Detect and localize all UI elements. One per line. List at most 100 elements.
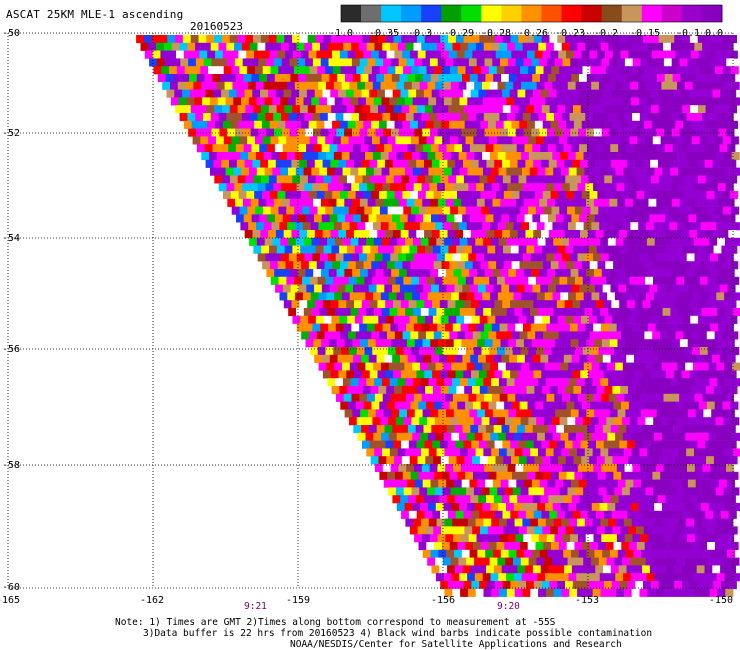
swath-pixel [339,105,348,114]
swath-pixel [647,253,656,262]
swath-pixel [490,292,499,301]
swath-pixel [556,565,565,574]
swath-pixel [732,362,740,371]
swath-pixel [655,42,664,51]
swath-pixel [576,573,585,582]
swath-pixel [582,471,591,480]
swath-pixel [559,136,568,145]
swath-pixel [693,167,702,176]
swath-pixel [566,191,575,200]
swath-pixel [398,393,407,402]
swath-pixel [590,417,599,426]
swath-pixel [273,42,282,51]
swath-pixel [555,409,564,418]
swath-pixel [452,253,461,262]
swath-pixel [643,35,652,44]
swath-pixel [613,261,622,270]
swath-pixel [445,323,454,332]
swath-pixel [594,549,603,558]
swath-pixel [405,167,414,176]
swath-pixel [587,284,596,293]
swath-pixel [619,370,628,379]
swath-pixel [606,347,615,356]
swath-pixel [684,417,693,426]
swath-pixel [417,50,426,59]
swath-pixel [539,128,548,137]
swath-pixel [674,581,683,590]
swath-pixel [611,370,620,379]
swath-pixel [678,518,687,527]
swath-pixel [643,315,652,324]
swath-pixel [306,284,315,293]
swath-pixel [239,206,248,215]
swath-pixel [650,89,659,98]
swath-pixel [554,183,563,192]
swath-pixel [619,105,628,114]
swath-pixel [592,588,601,597]
swath-pixel [630,503,639,512]
swath-pixel [273,183,282,192]
swath-pixel [636,471,645,480]
swath-pixel [426,401,435,410]
swath-pixel [284,35,293,44]
axis-ticks: -165 -162 -159 -156 -153 -150 -50 -52 -5… [0,28,733,606]
swath-pixel [463,370,472,379]
swath-pixel [580,230,589,239]
swath-pixel [216,136,225,145]
swath-pixel [409,245,418,254]
swath-pixel [709,518,718,527]
swath-pixel [712,159,721,168]
swath-pixel [620,386,629,395]
swath-pixel [374,448,383,457]
swath-pixel [551,471,560,480]
swath-pixel [604,315,613,324]
swath-pixel [630,152,639,161]
swath-pixel [636,120,645,129]
swath-pixel [620,315,629,324]
swath-pixel [453,269,462,278]
swath-pixel [422,58,431,67]
swath-pixel [446,425,455,434]
swath-pixel [416,35,425,44]
swath-pixel [367,198,376,207]
swath-pixel [720,159,729,168]
swath-pixel [404,432,413,441]
swath-pixel [398,198,407,207]
swath-pixel [634,425,643,434]
swath-pixel [262,206,271,215]
swath-pixel [580,510,589,519]
swath-pixel [668,417,677,426]
swath-pixel [333,136,342,145]
swath-pixel [310,152,319,161]
swath-pixel [424,370,433,379]
swath-pixel [571,425,580,434]
swath-pixel [717,167,726,176]
swath-pixel [417,456,426,465]
swath-pixel [731,222,740,231]
swath-pixel [423,214,432,223]
swath-pixel [653,292,662,301]
swath-pixel [610,549,619,558]
colorbar-tick-label: -0.23 [555,28,585,39]
swath-pixel [332,261,341,270]
swath-pixel [477,74,486,83]
swath-pixel [410,471,419,480]
swath-pixel [669,503,678,512]
swath-pixel [464,191,473,200]
swath-pixel [451,97,460,106]
swath-pixel [563,214,572,223]
swath-pixel [472,456,481,465]
swath-pixel [584,237,593,246]
swath-pixel [241,167,250,176]
swath-pixel [627,105,636,114]
swath-pixel [342,167,351,176]
swath-pixel [721,581,730,590]
swath-pixel [488,261,497,270]
swath-pixel [465,347,474,356]
swath-pixel [659,50,668,59]
swath-pixel [732,432,740,441]
swath-pixel [604,105,613,114]
swath-pixel [291,300,300,309]
swath-pixel [721,35,730,44]
swath-pixel [685,97,694,106]
